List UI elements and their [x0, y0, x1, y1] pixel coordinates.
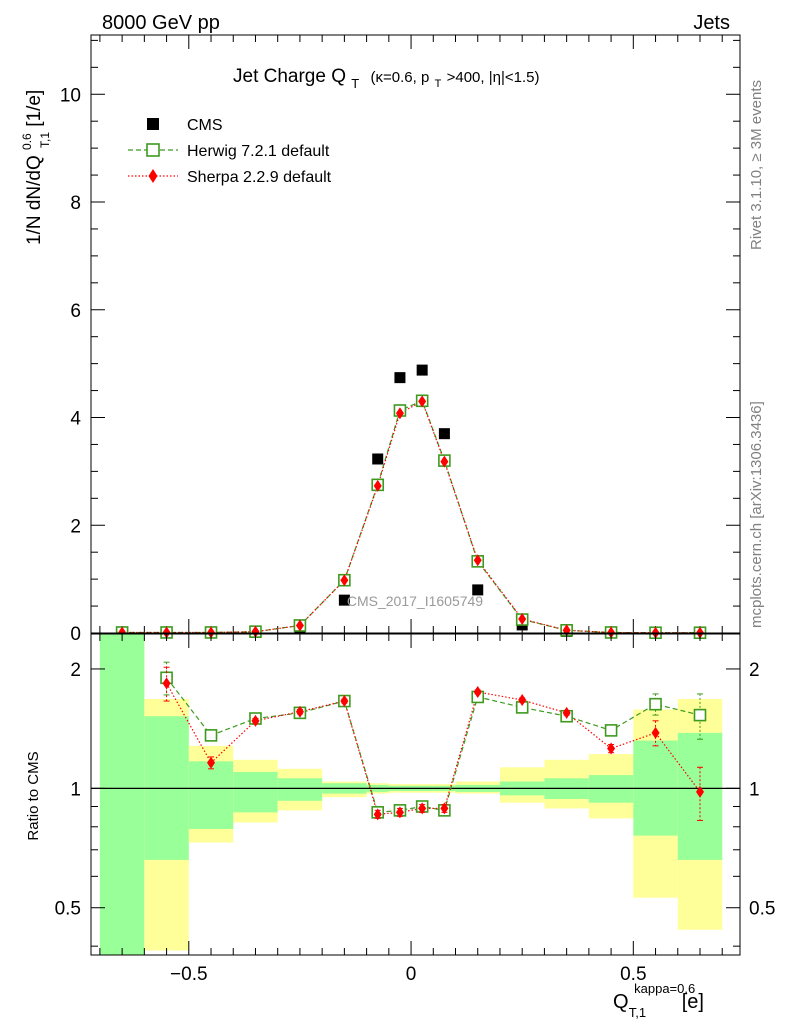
- legend-cms-marker: [147, 118, 159, 130]
- legend-herwig-label: Herwig 7.2.1 default: [187, 143, 330, 160]
- ylabel-sub: T,1: [38, 132, 52, 148]
- title-main: Jet Charge Q: [233, 66, 346, 87]
- ylabel-post: [1/e]: [24, 90, 45, 127]
- sherpa-ratio-point: [251, 714, 260, 727]
- sherpa-ratio-point: [373, 808, 382, 821]
- sherpa-ratio-point: [162, 677, 171, 690]
- mcplots-label: mcplots.cern.ch [arXiv:1306.3436]: [748, 401, 765, 628]
- cms-point: [338, 594, 350, 606]
- xlabel-sup: kappa=0.6: [634, 981, 695, 996]
- legend-sherpa-label: Sherpa 2.2.9 default: [187, 169, 332, 186]
- ratio-ticks: [91, 634, 740, 955]
- sherpa-point: [340, 574, 349, 587]
- sherpa-ratio-point: [440, 802, 449, 815]
- xlabel-post: [e]: [682, 991, 704, 1013]
- sherpa-point: [440, 455, 449, 468]
- sherpa-line: [122, 400, 700, 634]
- ratio-ytick-label-right: 0.5: [749, 899, 775, 920]
- xlabel-sub: T,1: [629, 1005, 646, 1020]
- green-band-bin: [99, 634, 145, 955]
- herwig-ratio-point: [693, 708, 707, 722]
- sherpa-ratio-point: [295, 705, 304, 718]
- sherpa-point: [373, 479, 382, 492]
- ratio-series-markers: [160, 661, 707, 821]
- herwig-ratio-point: [604, 724, 618, 737]
- ratio-ytick-label-right: 2: [749, 660, 760, 681]
- ratio-ytick-label-left: 1: [70, 779, 81, 800]
- main-series-lines: [122, 399, 700, 634]
- main-ytick-label: 4: [70, 409, 81, 430]
- main-ytick-label: 2: [70, 516, 81, 537]
- herwig-ratio-point: [649, 697, 662, 711]
- sherpa-ratio-point: [518, 694, 527, 707]
- header-right: Jets: [693, 12, 730, 34]
- sherpa-point: [395, 407, 404, 420]
- main-ytick-label: 6: [70, 301, 81, 322]
- sherpa-ratio-point: [695, 785, 704, 798]
- analysis-watermark: CMS_2017_I1605749: [347, 593, 483, 609]
- legend-cms-label: CMS: [187, 117, 223, 134]
- rivet-label: Rivet 3.1.10, ≥ 3M events: [748, 80, 765, 250]
- main-frame: [90, 34, 741, 634]
- main-ylabel: 1/N dN/dQ 0.6 T,1 [1/e]: [15, 90, 54, 245]
- title-pt-sub: T: [435, 78, 442, 90]
- cms-point: [438, 428, 450, 440]
- green-band-bin: [188, 761, 234, 829]
- cms-point: [394, 372, 406, 384]
- sherpa-point: [162, 626, 171, 639]
- cms-point: [416, 364, 428, 376]
- ratio-tick-labels: 0.5 0.5 1 1 2 2 −0.5 0 0.5: [55, 660, 776, 985]
- herwig-ratio-point: [204, 729, 218, 742]
- sherpa-ratio-point: [651, 726, 660, 739]
- main-ytick-label: 10: [60, 85, 81, 106]
- ylabel-sup: 0.6: [20, 133, 34, 150]
- title-cut-rest: >400, |η|<1.5): [447, 69, 540, 86]
- title-cut-open: (κ=0.6, p: [371, 69, 430, 86]
- ratio-xtick-label: −0.5: [170, 964, 208, 985]
- ratio-xtick-label: 0: [406, 964, 417, 985]
- main-ytick-labels: 0 2 4 6 8 10: [60, 85, 82, 645]
- sherpa-point: [607, 626, 616, 639]
- title-main-sub: T: [351, 76, 359, 91]
- legend-herwig-marker: [146, 143, 160, 157]
- ratio-panel: 0.5 0.5 1 1 2 2 −0.5 0 0.5 Ratio to CMS Q kappa=…: [25, 633, 776, 1022]
- main-ytick-label: 8: [70, 193, 81, 214]
- sherpa-ratio-point: [340, 695, 349, 708]
- sherpa-point: [207, 626, 216, 639]
- green-band-bin: [233, 771, 278, 813]
- legend: CMS Herwig 7.2.1 default Sherpa 2.2.9 de…: [128, 117, 332, 186]
- sherpa-ratio-point: [207, 756, 216, 769]
- legend-sherpa-marker: [148, 169, 158, 183]
- ratio-uncertainty-bands: [99, 634, 723, 955]
- ratio-ytick-label-left: 0.5: [55, 899, 81, 920]
- ratio-xlabel: Q kappa=0.6 T,1 [e]: [613, 976, 704, 1022]
- sherpa-ratio-point: [418, 802, 427, 815]
- xlabel-pre: Q: [613, 991, 629, 1013]
- ratio-ylabel: Ratio to CMS: [25, 751, 42, 840]
- sherpa-point: [418, 395, 427, 408]
- sherpa-point: [473, 554, 482, 567]
- main-ytick-label: 0: [70, 624, 81, 645]
- sherpa-point: [251, 625, 260, 638]
- green-band-bin: [277, 778, 323, 801]
- sherpa-point: [295, 619, 304, 632]
- sherpa-ratio-point: [473, 685, 482, 698]
- main-panel: 0 2 4 6 8 10 Jet Charge Q T (κ=0.6, p T >400,…: [15, 34, 741, 645]
- sherpa-ratio-point: [562, 706, 571, 719]
- chart-title: Jet Charge Q T (κ=0.6, p T >400, |η|<1.5…: [233, 66, 539, 93]
- ratio-ytick-label-right: 1: [749, 779, 760, 800]
- ratio-ytick-label-left: 2: [70, 660, 81, 681]
- sherpa-point: [518, 612, 527, 625]
- ratio-xtick-label: 0.5: [620, 964, 646, 985]
- cms-point: [472, 584, 484, 596]
- ylabel-pre: 1/N dN/dQ: [24, 155, 45, 245]
- sherpa-ratio-point: [607, 742, 616, 755]
- header-left: 8000 GeV pp: [102, 12, 220, 34]
- ratio-frame: [90, 633, 741, 956]
- sherpa-ratio-point: [395, 806, 404, 819]
- cms-point: [372, 453, 384, 465]
